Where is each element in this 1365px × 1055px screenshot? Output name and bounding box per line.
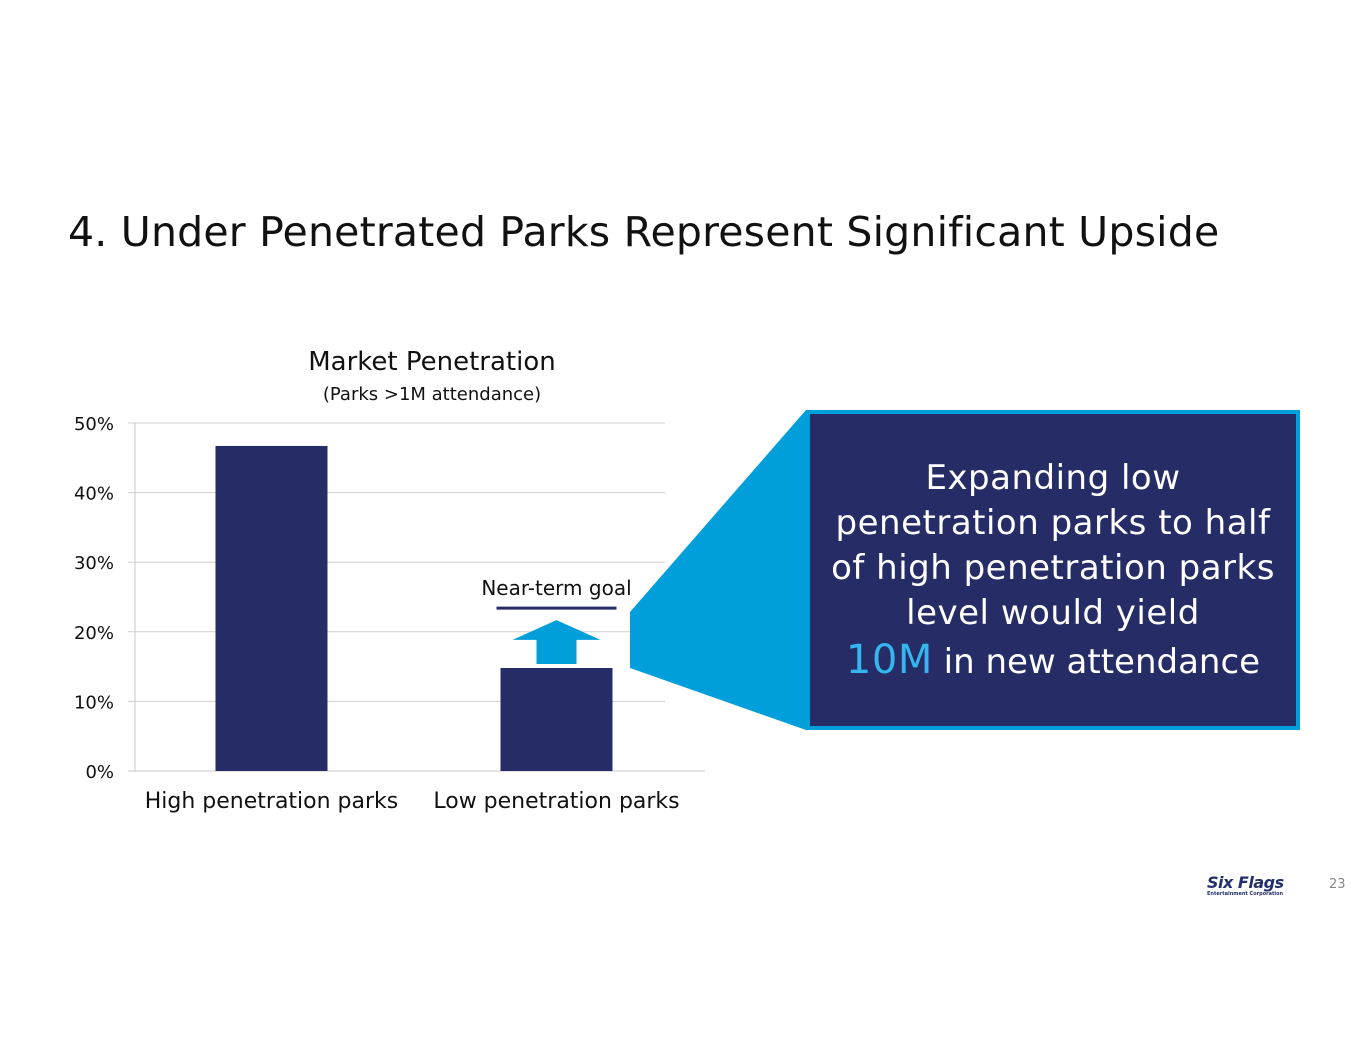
up-arrow-icon xyxy=(512,620,601,664)
y-tick-label: 20% xyxy=(74,623,114,644)
callout-text: Expanding low penetration parks to half … xyxy=(831,458,1275,633)
callout-tail: in new attendance xyxy=(932,642,1261,682)
goal-label: Near-term goal xyxy=(481,576,631,600)
bar xyxy=(215,445,328,771)
y-tick-label: 50% xyxy=(74,414,114,435)
y-tick-label: 40% xyxy=(74,484,114,505)
slide-title: 4. Under Penetrated Parks Represent Sign… xyxy=(68,208,1220,256)
chart-title: Market Penetration xyxy=(308,347,556,377)
logo-tagline: Entertainment Corporation xyxy=(1207,891,1284,897)
callout-box: Expanding low penetration parks to half … xyxy=(806,410,1300,730)
logo-name: Six Flags xyxy=(1207,873,1284,892)
x-tick-label: High penetration parks xyxy=(145,789,399,814)
market-penetration-chart: Near-term goal 0% 10% 20% 30% 40% 50% High pen… xyxy=(74,414,705,814)
callout-highlight-line: 10M in new attendance xyxy=(846,636,1260,684)
six-flags-logo: Six Flags Entertainment Corporation xyxy=(1207,874,1297,902)
page-number: 23 xyxy=(1329,877,1346,892)
callout-highlight: 10M xyxy=(845,637,933,683)
bar xyxy=(500,667,613,771)
y-tick-label: 0% xyxy=(85,762,114,783)
x-tick-label: Low penetration parks xyxy=(433,789,679,814)
y-tick-label: 30% xyxy=(74,553,114,574)
chart-subtitle: (Parks >1M attendance) xyxy=(322,384,542,405)
y-tick-label: 10% xyxy=(74,692,114,713)
